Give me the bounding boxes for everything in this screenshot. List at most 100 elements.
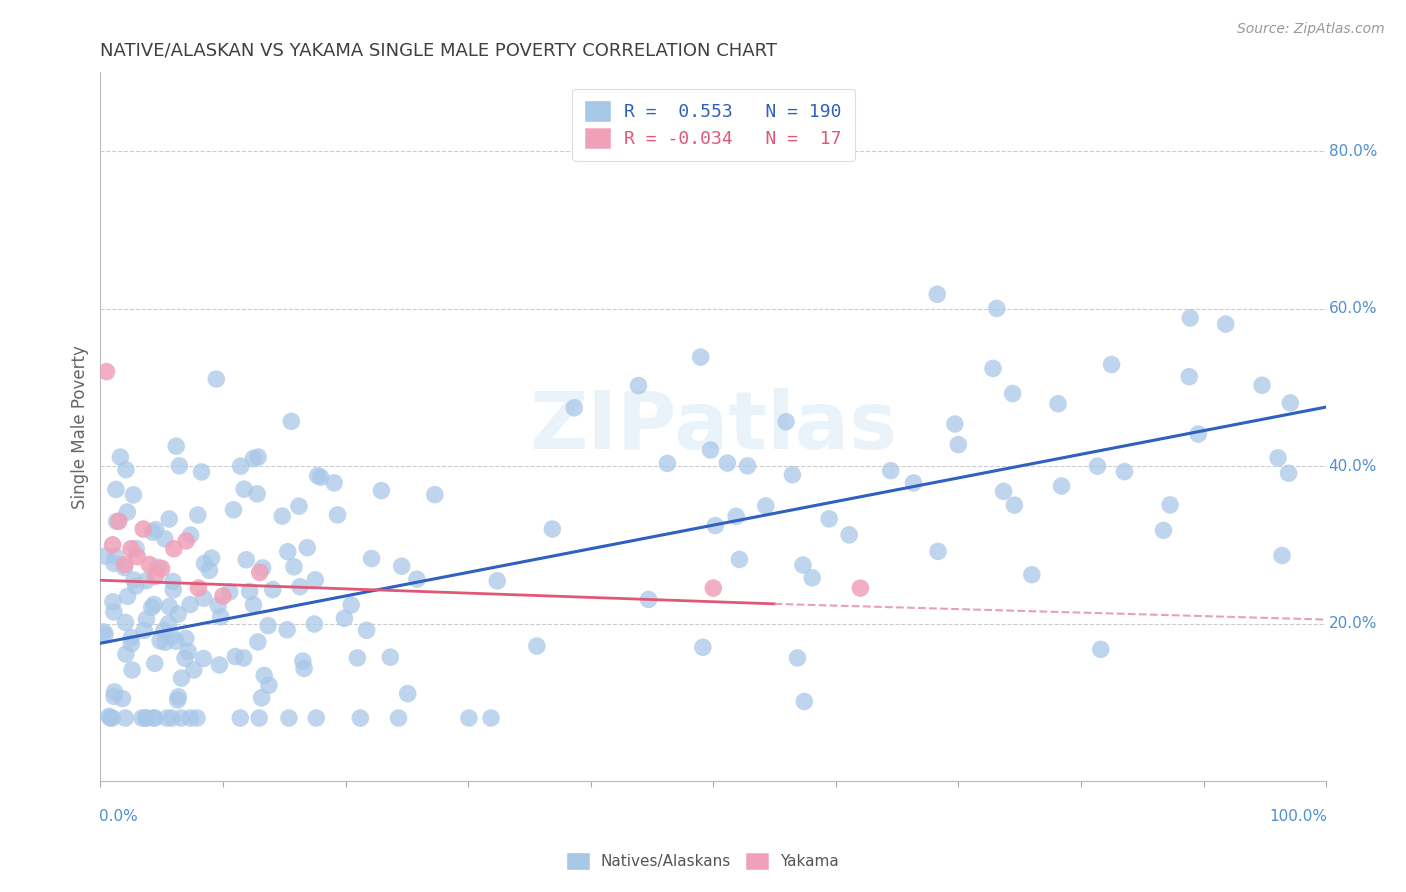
Point [103, 605, 125, 619]
Point [120, 541, 142, 556]
Point [755, 499, 778, 513]
Point [149, 633, 172, 648]
Point [562, 401, 585, 415]
Point [423, 488, 446, 502]
Point [105, 515, 128, 529]
Point [233, 482, 256, 496]
Y-axis label: Single Male Poverty: Single Male Poverty [72, 345, 89, 508]
Point [1002, 498, 1025, 512]
Point [201, 551, 224, 566]
Point [737, 458, 759, 473]
Point [98, 709, 121, 723]
Point [156, 711, 179, 725]
Point [104, 483, 127, 497]
Point [165, 439, 187, 453]
Point [277, 711, 299, 725]
Point [277, 545, 299, 559]
Point [391, 559, 413, 574]
Text: Source: ZipAtlas.com: Source: ZipAtlas.com [1237, 22, 1385, 37]
Point [209, 609, 232, 624]
Point [1047, 397, 1070, 411]
Point [157, 616, 180, 631]
Point [927, 287, 949, 301]
Point [132, 522, 155, 536]
Point [122, 573, 145, 587]
Point [283, 559, 305, 574]
Point [1178, 369, 1201, 384]
Point [120, 637, 142, 651]
Point [1090, 642, 1112, 657]
Point [235, 553, 257, 567]
Point [167, 607, 190, 621]
Point [1267, 450, 1289, 465]
Point [169, 458, 191, 473]
Point [115, 647, 138, 661]
Point [101, 711, 124, 725]
Point [222, 503, 245, 517]
Point [112, 560, 135, 574]
Point [98, 711, 121, 725]
Point [162, 574, 184, 589]
Point [326, 508, 349, 522]
Point [170, 671, 193, 685]
Point [249, 566, 271, 580]
Point [179, 598, 201, 612]
Point [291, 654, 314, 668]
Point [801, 571, 824, 585]
Point [114, 558, 136, 572]
Point [689, 350, 711, 364]
Point [728, 552, 751, 566]
Point [1271, 549, 1294, 563]
Point [117, 590, 139, 604]
Text: 100.0%: 100.0% [1270, 809, 1327, 824]
Point [187, 581, 209, 595]
Point [150, 561, 173, 575]
Point [247, 711, 270, 725]
Point [526, 639, 548, 653]
Point [187, 508, 209, 522]
Point [246, 635, 269, 649]
Point [183, 663, 205, 677]
Point [101, 595, 124, 609]
Point [153, 624, 176, 638]
Point [725, 509, 748, 524]
Legend: Natives/Alaskans, Yakama: Natives/Alaskans, Yakama [561, 847, 845, 875]
Legend: R =  0.553   N = 190, R = -0.034   N =  17: R = 0.553 N = 190, R = -0.034 N = 17 [572, 88, 855, 161]
Point [637, 592, 659, 607]
Point [193, 651, 215, 665]
Point [198, 563, 221, 577]
Point [818, 512, 841, 526]
Point [702, 581, 724, 595]
Text: 80.0%: 80.0% [1329, 144, 1376, 159]
Point [94, 549, 117, 563]
Point [142, 525, 165, 540]
Point [167, 690, 190, 704]
Point [948, 437, 970, 451]
Point [141, 600, 163, 615]
Point [166, 693, 188, 707]
Point [157, 512, 180, 526]
Point [179, 711, 201, 725]
Point [406, 572, 429, 586]
Point [186, 711, 208, 725]
Point [1278, 467, 1301, 481]
Point [927, 544, 949, 558]
Point [288, 580, 311, 594]
Point [242, 598, 264, 612]
Point [190, 465, 212, 479]
Point [786, 651, 808, 665]
Point [115, 463, 138, 477]
Point [793, 694, 815, 708]
Point [276, 623, 298, 637]
Text: 60.0%: 60.0% [1329, 301, 1378, 316]
Point [627, 378, 650, 392]
Point [122, 488, 145, 502]
Point [1251, 378, 1274, 392]
Point [479, 711, 502, 725]
Point [207, 599, 229, 613]
Point [458, 711, 481, 725]
Point [981, 361, 1004, 376]
Point [114, 711, 136, 725]
Point [782, 467, 804, 482]
Text: ZIPatlas: ZIPatlas [529, 388, 897, 466]
